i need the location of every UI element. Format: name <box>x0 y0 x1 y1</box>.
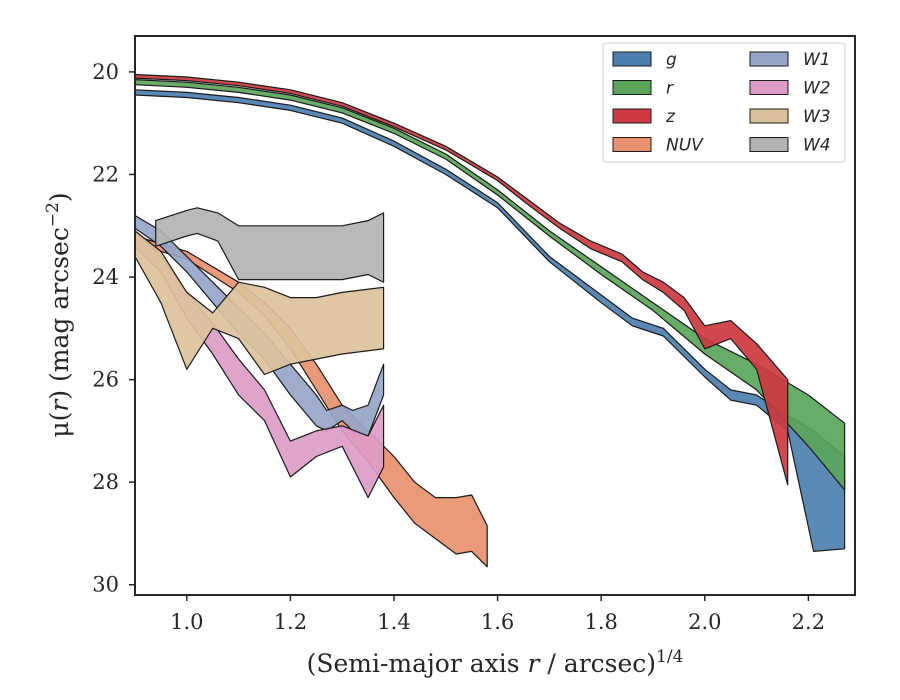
y-axis-ticks: 20 22 24 26 28 30 <box>92 60 135 597</box>
y-tick-label: 20 <box>92 60 119 84</box>
y-axis-title-close: ) <box>45 192 74 202</box>
legend-swatch-w1 <box>749 51 789 67</box>
x-tick-label: 1.6 <box>481 610 514 634</box>
legend-label-w1: W1 <box>803 50 831 70</box>
legend-label-w3: W3 <box>803 107 831 127</box>
legend-label-nuv: NUV <box>666 136 704 156</box>
band-g <box>134 89 846 553</box>
x-axis-title: (Semi-major axis r / arcsec)1/4 <box>307 647 684 678</box>
legend-items: grz NUV W1 W2 W3 W4 <box>612 50 831 156</box>
y-axis-title-prefix: μ( <box>45 412 74 438</box>
legend-swatch-nuv <box>612 137 652 152</box>
y-tick-label: 22 <box>92 162 119 186</box>
x-axis-title-exponent: 1/4 <box>656 647 683 667</box>
x-axis-title-var: r <box>528 649 542 678</box>
x-axis-title-prefix: (Semi-major axis <box>307 649 528 678</box>
legend-swatch-w3 <box>749 108 789 124</box>
legend-label-z: z <box>665 107 676 127</box>
legend-label-w2: W2 <box>803 79 831 99</box>
legend-label-r: r <box>666 79 674 99</box>
y-axis-title-suffix: ) (mag arcsec <box>45 227 74 400</box>
x-tick-label: 1.0 <box>170 610 203 634</box>
y-tick-label: 24 <box>92 265 119 289</box>
x-axis-ticks: 1.0 1.2 1.4 1.6 1.8 2.0 2.2 <box>170 595 825 634</box>
legend-swatch-w2 <box>749 80 789 95</box>
x-tick-label: 1.2 <box>274 610 307 634</box>
series-bands <box>134 73 846 568</box>
y-tick-label: 26 <box>92 368 119 392</box>
legend-swatch-z <box>612 108 652 124</box>
y-tick-label: 30 <box>92 573 119 597</box>
y-tick-label: 28 <box>92 470 119 494</box>
legend-swatch-r <box>612 80 652 95</box>
x-axis-title-suffix: / arcsec) <box>539 649 656 678</box>
y-axis-title-exponent: −2 <box>43 202 63 227</box>
legend-frame <box>602 42 846 163</box>
x-tick-label: 2.2 <box>792 610 825 634</box>
legend-label-g: g <box>666 50 677 70</box>
band-w4 <box>155 207 385 283</box>
legend-swatch-w4 <box>749 137 789 152</box>
x-tick-label: 1.4 <box>377 610 410 634</box>
x-tick-label: 1.8 <box>584 610 617 634</box>
y-axis-title: μ(r) (mag arcsec−2) <box>43 192 74 437</box>
band-w3 <box>134 230 385 376</box>
legend-label-w4: W4 <box>803 136 831 156</box>
plot-frame <box>134 35 856 596</box>
y-axis-title-var: r <box>45 398 74 412</box>
legend-swatch-g <box>612 51 652 67</box>
band-z <box>134 73 789 486</box>
band-r <box>134 78 846 491</box>
legend: grz NUV W1 W2 W3 W4 <box>602 42 846 163</box>
x-tick-label: 2.0 <box>688 610 721 634</box>
